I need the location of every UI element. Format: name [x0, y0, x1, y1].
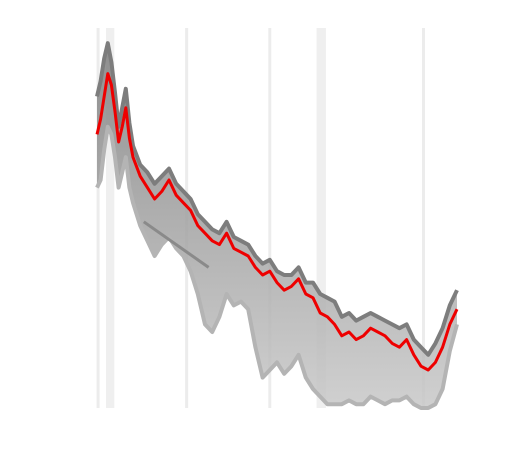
series-lower-envelope-line — [95, 124, 459, 410]
shaded-band-1 — [316, 28, 326, 408]
shaded-band-0 — [106, 28, 115, 408]
series-outlier-segment-line — [142, 220, 210, 269]
series-highlight-line — [95, 72, 459, 372]
series-upper-envelope-line — [95, 41, 459, 357]
